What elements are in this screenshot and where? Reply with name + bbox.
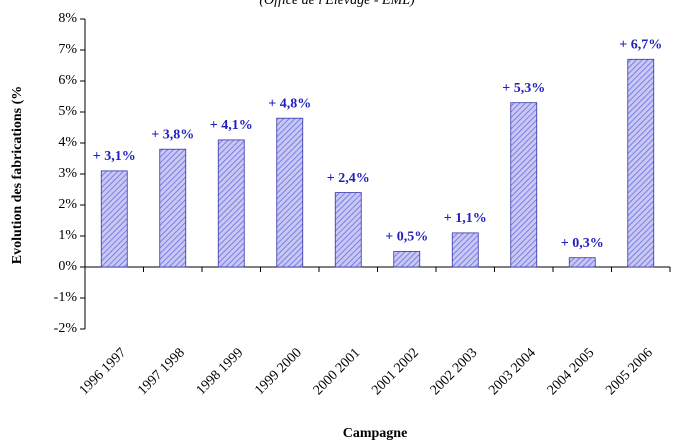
y-tick-label: 2% [58, 197, 77, 212]
value-label: + 3,1% [93, 149, 136, 164]
value-label: + 1,1% [444, 211, 487, 226]
x-tick-label: 2003 2004 [486, 345, 539, 398]
bar [100, 170, 128, 268]
value-label: + 2,4% [327, 171, 370, 186]
x-tick-label: 1998 1999 [194, 345, 247, 398]
value-label: + 0,5% [385, 230, 428, 245]
x-tick-label: 1999 2000 [252, 345, 305, 398]
x-tick-label: 2001 2002 [369, 345, 422, 398]
x-tick-label: 2000 2001 [311, 345, 364, 398]
x-tick-label: 2002 2003 [428, 345, 481, 398]
x-tick-label: 2005 2006 [603, 345, 656, 398]
x-axis-label: Campagne [343, 426, 408, 441]
y-tick-label: -2% [54, 321, 78, 336]
value-label: + 4,8% [268, 96, 311, 111]
x-tick-label: 2004 2005 [545, 345, 598, 398]
bar [217, 139, 245, 268]
bar [334, 192, 362, 268]
y-tick-label: 8% [58, 11, 77, 26]
value-label: + 0,3% [561, 236, 604, 251]
y-tick-label: 7% [58, 42, 77, 57]
y-tick-label: -1% [54, 290, 78, 305]
bar [568, 257, 596, 268]
value-label: + 4,1% [210, 118, 253, 133]
x-tick-label: 1997 1998 [135, 345, 188, 398]
y-tick-label: 0% [58, 259, 77, 274]
x-tick-label: 1996 1997 [77, 345, 130, 398]
chart-subtitle: (Office de l'Elevage - EML) [259, 0, 415, 8]
value-label: + 3,8% [151, 127, 194, 142]
y-tick-label: 4% [58, 135, 77, 150]
value-label: + 5,3% [502, 81, 545, 96]
y-tick-label: 1% [58, 228, 77, 243]
y-axis-label: Evolution des fabrications (% [10, 86, 25, 265]
bar [276, 117, 304, 268]
bar [627, 58, 655, 268]
bar [393, 251, 421, 268]
bar [159, 148, 187, 268]
y-tick-label: 5% [58, 104, 77, 119]
y-tick-label: 3% [58, 166, 77, 181]
value-label: + 6,7% [619, 38, 662, 53]
y-tick-label: 6% [58, 73, 77, 88]
bar [451, 232, 479, 268]
bar [510, 102, 538, 268]
